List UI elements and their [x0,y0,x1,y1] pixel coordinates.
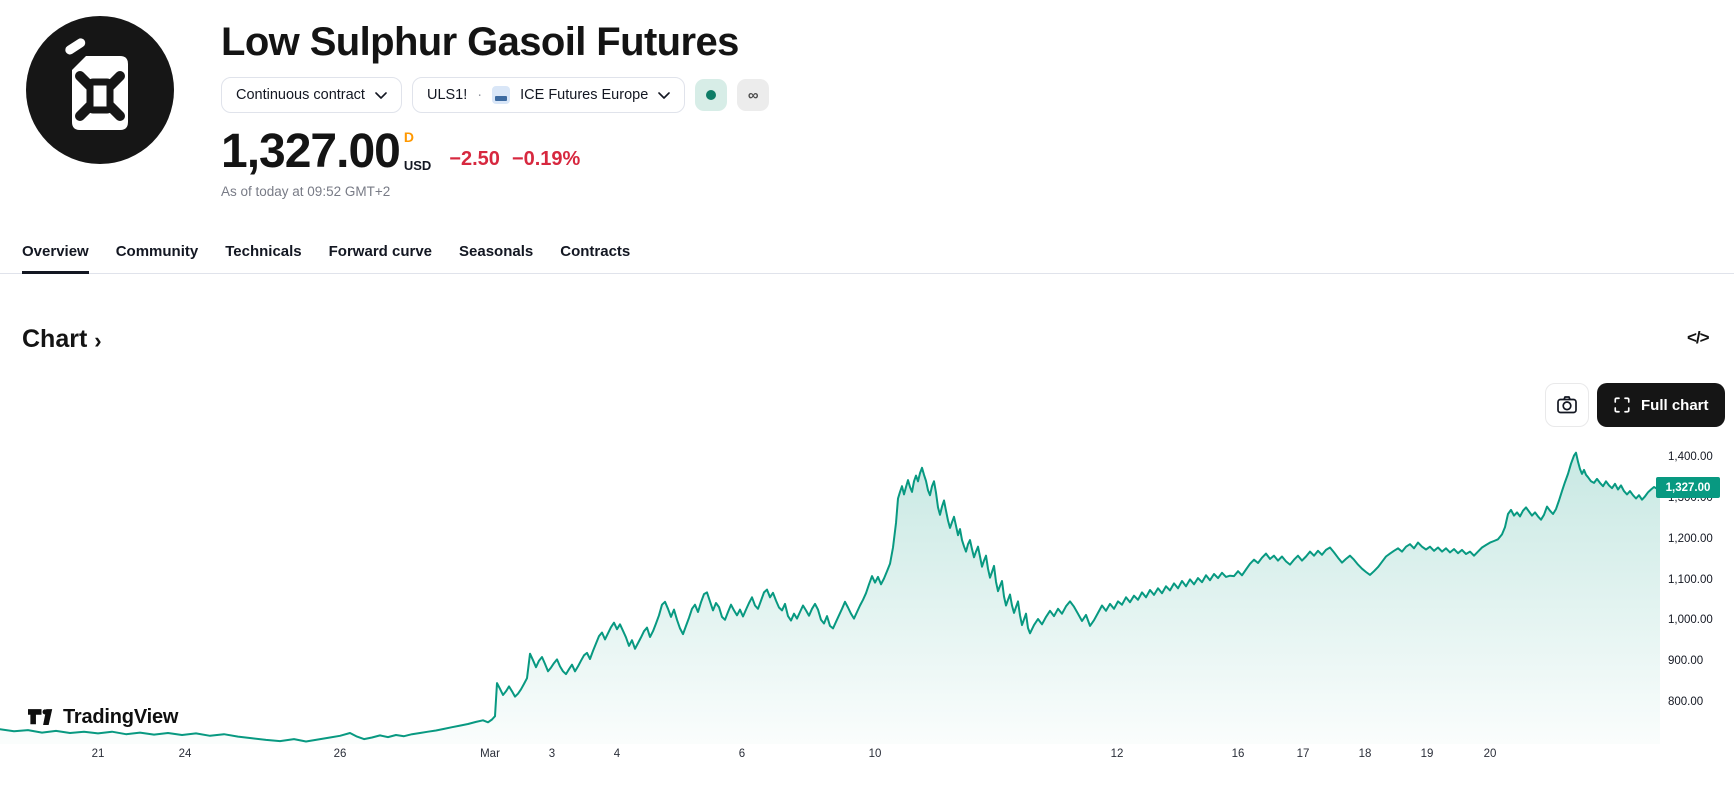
continuous-badge[interactable]: ∞ [737,79,770,111]
symbol-controls: Continuous contract ULS1! · ICE Futures … [221,77,770,113]
page-title: Low Sulphur Gasoil Futures [221,20,739,64]
as-of-timestamp: As of today at 09:52 GMT+2 [221,184,391,199]
tab-forward-curve[interactable]: Forward curve [328,243,433,260]
price-change: −2.50 −0.19% [449,148,580,171]
time-axis-label: 4 [613,748,621,760]
tab-technicals[interactable]: Technicals [225,243,302,260]
symbol-exchange-dropdown[interactable]: ULS1! · ICE Futures Europe [411,77,686,113]
tradingview-wordmark: TradingView [63,706,179,728]
price-line [0,451,1661,743]
time-axis-label: 24 [178,748,192,760]
time-axis-label: 16 [1231,748,1245,760]
time-axis-label: 26 [333,748,347,760]
price-row: 1,327.00 D USD −2.50 −0.19% [221,127,769,177]
price-axis-label: 1,100.00 [1668,574,1713,586]
market-status-badge[interactable] [695,79,728,111]
full-chart-button[interactable]: Full chart [1597,383,1725,427]
interval-badge: D [403,129,414,145]
snapshot-button[interactable] [1545,383,1589,427]
time-axis-label: Mar [480,748,500,760]
time-axis-label: 19 [1420,748,1434,760]
price-chart[interactable] [0,340,1734,786]
tab-overview[interactable]: Overview [22,235,89,274]
currency-label: USD [403,158,432,173]
price-axis-label: 900.00 [1668,655,1704,667]
jerry-can-logo-icon [26,16,174,164]
fullscreen-icon [1614,397,1630,413]
last-price: 1,327.00 [221,125,401,178]
price-axis-label: 800.00 [1668,696,1704,708]
change-absolute: −2.50 [449,148,500,170]
time-axis-label: 6 [738,748,746,760]
price-meta: D USD [404,127,431,175]
chevron-down-icon [375,91,387,99]
time-axis-label: 17 [1296,748,1310,760]
chart-section-title: Chart [22,325,88,353]
tab-seasonals[interactable]: Seasonals [459,243,534,260]
full-chart-label: Full chart [1641,396,1709,414]
chevron-down-icon [658,91,671,99]
contract-dropdown-label: Continuous contract [236,87,365,103]
change-percent: −0.19% [511,148,581,170]
camera-icon [1557,396,1577,414]
market-open-dot-icon [706,90,717,100]
symbol-header: Low Sulphur Gasoil Futures Continuous co… [0,0,1734,199]
tab-bar: Overview Community Technicals Forward curve… [0,235,1734,274]
chart-buttons: Full chart [1545,383,1725,427]
price-axis-label: 1,400.00 [1668,451,1713,463]
chart-area: Full chart 1,400.00 1,300.00 1,200.00 1,100… [0,340,1734,786]
area-fill [0,452,1660,744]
contract-dropdown[interactable]: Continuous contract [221,77,402,113]
separator-dot: · [477,87,483,103]
price-axis-label: 1,200.00 [1668,533,1713,545]
time-axis-label: 3 [548,748,556,760]
infinity-icon: ∞ [747,86,759,104]
tradingview-attribution[interactable]: TradingView [28,706,178,729]
exchange-name: ICE Futures Europe [520,87,649,103]
symbol-ticker: ULS1! [426,87,468,103]
time-axis-label: 12 [1110,748,1124,760]
tradingview-logo-icon [28,709,53,726]
price-axis-label: 1,000.00 [1668,614,1713,626]
chart-section-head[interactable]: Chart › [22,325,1734,354]
header-main: Low Sulphur Gasoil Futures Continuous co… [221,16,770,199]
embed-code-icon[interactable]: </> [1687,328,1710,347]
last-price-tag: 1,327.00 [1656,477,1720,498]
tab-community[interactable]: Community [115,243,199,260]
time-axis-label: 20 [1483,748,1497,760]
tab-contracts[interactable]: Contracts [560,243,631,260]
time-axis-label: 18 [1358,748,1372,760]
chevron-right-icon: › [94,328,102,353]
time-axis-label: 10 [868,748,882,760]
exchange-icon [492,86,511,104]
time-axis-label: 21 [91,748,105,760]
